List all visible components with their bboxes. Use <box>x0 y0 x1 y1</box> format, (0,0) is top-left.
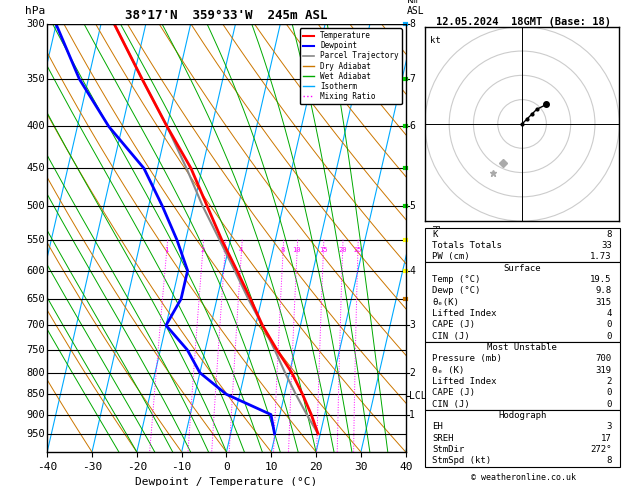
Text: θₑ (K): θₑ (K) <box>432 365 465 375</box>
Text: CAPE (J): CAPE (J) <box>432 320 476 330</box>
Text: 4: 4 <box>606 309 612 318</box>
Text: 3: 3 <box>409 320 415 330</box>
Text: 1: 1 <box>164 247 168 253</box>
Text: 33: 33 <box>601 241 612 250</box>
Text: 1.73: 1.73 <box>590 252 612 261</box>
Text: 900: 900 <box>26 410 45 419</box>
Text: 2: 2 <box>200 247 204 253</box>
Text: 17: 17 <box>601 434 612 443</box>
Text: hPa: hPa <box>25 6 45 16</box>
Text: StmSpd (kt): StmSpd (kt) <box>432 456 491 466</box>
Text: 950: 950 <box>26 429 45 439</box>
Text: 12.05.2024  18GMT (Base: 18): 12.05.2024 18GMT (Base: 18) <box>437 17 611 27</box>
Text: SREH: SREH <box>432 434 454 443</box>
Text: 5: 5 <box>409 201 415 211</box>
Text: 8: 8 <box>606 229 612 239</box>
Text: Hodograph: Hodograph <box>498 411 546 420</box>
Text: 400: 400 <box>26 122 45 132</box>
Text: 1: 1 <box>409 410 415 419</box>
Text: K: K <box>432 229 438 239</box>
Text: 20: 20 <box>338 247 347 253</box>
Text: kt: kt <box>430 36 440 46</box>
Text: 300: 300 <box>26 19 45 29</box>
FancyBboxPatch shape <box>425 342 620 410</box>
Text: © weatheronline.co.uk: © weatheronline.co.uk <box>472 473 576 482</box>
Text: LCL: LCL <box>409 391 427 401</box>
Text: Dewp (°C): Dewp (°C) <box>432 286 481 295</box>
Text: PW (cm): PW (cm) <box>432 252 470 261</box>
FancyBboxPatch shape <box>425 262 620 342</box>
Text: 0: 0 <box>606 388 612 398</box>
Text: 8: 8 <box>281 247 285 253</box>
Text: 8: 8 <box>409 19 415 29</box>
Text: 750: 750 <box>26 345 45 355</box>
Text: 3: 3 <box>223 247 226 253</box>
Text: Lifted Index: Lifted Index <box>432 377 497 386</box>
Text: 25: 25 <box>353 247 362 253</box>
Text: 7: 7 <box>409 74 415 84</box>
Text: 700: 700 <box>596 354 612 364</box>
FancyBboxPatch shape <box>425 228 620 262</box>
Text: 600: 600 <box>26 265 45 276</box>
Text: 450: 450 <box>26 163 45 174</box>
Text: CIN (J): CIN (J) <box>432 331 470 341</box>
Legend: Temperature, Dewpoint, Parcel Trajectory, Dry Adiabat, Wet Adiabat, Isotherm, Mi: Temperature, Dewpoint, Parcel Trajectory… <box>299 28 402 104</box>
Text: Temp (°C): Temp (°C) <box>432 275 481 284</box>
Text: Pressure (mb): Pressure (mb) <box>432 354 502 364</box>
Text: 19.5: 19.5 <box>590 275 612 284</box>
Text: 15: 15 <box>319 247 327 253</box>
Text: EH: EH <box>432 422 443 432</box>
Text: 500: 500 <box>26 201 45 211</box>
Text: 272°: 272° <box>590 445 612 454</box>
Text: 2: 2 <box>409 368 415 378</box>
Text: Mixing Ratio (g/kg): Mixing Ratio (g/kg) <box>430 187 439 289</box>
Text: 2: 2 <box>606 377 612 386</box>
Text: 0: 0 <box>606 399 612 409</box>
Text: 650: 650 <box>26 294 45 304</box>
Text: 800: 800 <box>26 368 45 378</box>
Text: 319: 319 <box>596 365 612 375</box>
Text: km
ASL: km ASL <box>406 0 424 16</box>
Text: 4: 4 <box>239 247 243 253</box>
Text: 0: 0 <box>606 320 612 330</box>
Text: Totals Totals: Totals Totals <box>432 241 502 250</box>
Text: Most Unstable: Most Unstable <box>487 343 557 352</box>
Text: 10: 10 <box>292 247 301 253</box>
Text: 9.8: 9.8 <box>596 286 612 295</box>
Text: 850: 850 <box>26 389 45 399</box>
Text: 315: 315 <box>596 297 612 307</box>
Text: 6: 6 <box>409 122 415 132</box>
Text: CIN (J): CIN (J) <box>432 399 470 409</box>
Text: 0: 0 <box>606 331 612 341</box>
Text: StmDir: StmDir <box>432 445 465 454</box>
Text: 8: 8 <box>606 456 612 466</box>
Text: Lifted Index: Lifted Index <box>432 309 497 318</box>
Text: 3: 3 <box>606 422 612 432</box>
Text: 350: 350 <box>26 74 45 84</box>
Text: 550: 550 <box>26 235 45 244</box>
Text: 700: 700 <box>26 320 45 330</box>
Title: 38°17'N  359°33'W  245m ASL: 38°17'N 359°33'W 245m ASL <box>125 9 328 22</box>
X-axis label: Dewpoint / Temperature (°C): Dewpoint / Temperature (°C) <box>135 477 318 486</box>
Text: θₑ(K): θₑ(K) <box>432 297 459 307</box>
FancyBboxPatch shape <box>425 410 620 467</box>
Text: 4: 4 <box>409 265 415 276</box>
Text: Surface: Surface <box>503 263 541 273</box>
Text: CAPE (J): CAPE (J) <box>432 388 476 398</box>
